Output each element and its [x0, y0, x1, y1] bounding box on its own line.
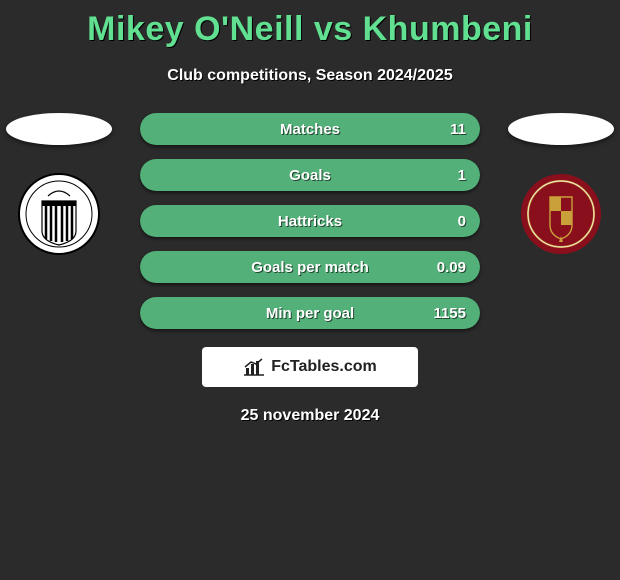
stat-row: Matches 11 [140, 113, 480, 145]
stat-label: Goals [289, 167, 331, 184]
stat-value: 11 [450, 121, 466, 138]
stat-value: 1155 [433, 305, 466, 322]
stat-row: Hattricks 0 [140, 205, 480, 237]
left-oval [6, 113, 112, 145]
stat-row: Min per goal 1155 [140, 297, 480, 329]
stat-label: Matches [280, 121, 340, 138]
brand-box: FcTables.com [202, 347, 418, 387]
stat-row: Goals 1 [140, 159, 480, 191]
crest-icon [520, 173, 602, 255]
stat-value: 1 [458, 167, 466, 184]
stat-value: 0.09 [437, 259, 466, 276]
left-side [6, 113, 112, 255]
stat-value: 0 [458, 213, 466, 230]
stat-label: Hattricks [278, 213, 342, 230]
stats-list: Matches 11 Goals 1 Hattricks 0 Goals per… [140, 113, 480, 329]
subtitle: Club competitions, Season 2024/2025 [0, 67, 620, 85]
chart-icon [243, 358, 265, 376]
left-team-crest [18, 173, 100, 255]
crest-icon [18, 173, 100, 255]
page-title: Mikey O'Neill vs Khumbeni [0, 0, 620, 49]
stat-label: Min per goal [266, 305, 354, 322]
right-team-crest [520, 173, 602, 255]
stat-row: Goals per match 0.09 [140, 251, 480, 283]
date-text: 25 november 2024 [0, 407, 620, 425]
comparison-wrap: Matches 11 Goals 1 Hattricks 0 Goals per… [0, 113, 620, 425]
stat-label: Goals per match [251, 259, 369, 276]
right-side [508, 113, 614, 255]
right-oval [508, 113, 614, 145]
brand-text: FcTables.com [271, 358, 377, 376]
